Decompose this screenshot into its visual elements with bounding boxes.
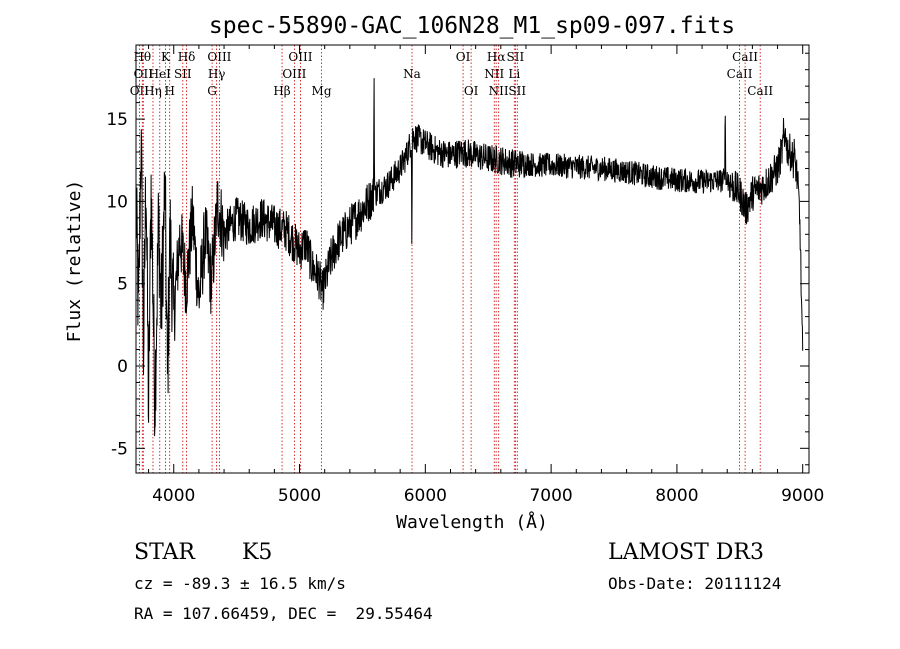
line-marker-label-17: OI bbox=[456, 50, 471, 64]
y-tick-label: 0 bbox=[117, 357, 128, 377]
line-marker-label-9: G bbox=[207, 84, 217, 98]
radial-velocity: cz = -89.3 ± 16.5 km/s bbox=[134, 574, 346, 593]
line-marker-label-14: OIII bbox=[288, 50, 312, 64]
survey-name: LAMOST DR3 bbox=[608, 540, 764, 565]
line-marker-label-6: H bbox=[164, 84, 174, 98]
line-marker-label-7: SII bbox=[174, 67, 192, 81]
spectrum-line bbox=[135, 78, 804, 437]
line-marker-label-4: HeI bbox=[149, 67, 172, 81]
line-marker-label-20: Hα bbox=[487, 50, 506, 64]
line-marker-label-2: OII bbox=[134, 67, 154, 81]
x-axis-label: Wavelength (Å) bbox=[396, 511, 548, 533]
object-type: STAR bbox=[134, 540, 195, 565]
line-marker-label-3: Hη bbox=[144, 84, 162, 98]
x-tick-label: 8000 bbox=[655, 486, 698, 506]
line-marker-label-12: Hβ bbox=[273, 84, 290, 98]
line-marker-label-11: OIII bbox=[207, 50, 231, 64]
x-tick-label: 5000 bbox=[278, 486, 321, 506]
line-marker-label-16: Na bbox=[403, 67, 421, 81]
line-marker-label-25: CaII bbox=[727, 67, 753, 81]
x-tick-label: 6000 bbox=[404, 486, 447, 506]
line-marker-label-5: K bbox=[161, 50, 171, 64]
observation-date: Obs-Date: 20111124 bbox=[608, 574, 782, 593]
y-tick-label: 5 bbox=[117, 275, 128, 295]
line-marker-label-23: SII bbox=[507, 50, 525, 64]
line-marker-label-22: Li bbox=[508, 67, 520, 81]
y-axis-label: Flux (relative) bbox=[64, 180, 85, 343]
chart-title: spec-55890-GAC_106N28_M1_sp09-097.fits bbox=[209, 13, 735, 39]
line-marker-label-18: OI bbox=[464, 84, 479, 98]
line-marker-label-0: OII bbox=[130, 84, 150, 98]
line-marker-label-10: Hγ bbox=[208, 67, 226, 81]
x-tick-label: 9000 bbox=[781, 486, 824, 506]
line-marker-label-15: Mg bbox=[312, 84, 332, 98]
line-marker-label-26: CaII bbox=[732, 50, 758, 64]
line-marker-label-21: NII bbox=[489, 84, 509, 98]
spectral-line-markers: OIIHθOIIHηHeIKHSIIHδGHγOIIIHβOIIIOIIIMgN… bbox=[130, 45, 773, 473]
line-marker-label-8: Hδ bbox=[178, 50, 196, 64]
x-tick-label: 7000 bbox=[529, 486, 572, 506]
x-tick-label: 4000 bbox=[152, 486, 195, 506]
y-tick-label: -5 bbox=[111, 439, 128, 459]
spectrum-series bbox=[135, 78, 804, 437]
coordinates: RA = 107.66459, DEC = 29.55464 bbox=[134, 604, 433, 623]
spectral-subclass: K5 bbox=[242, 540, 273, 565]
y-tick-label: 15 bbox=[106, 110, 128, 130]
y-tick-label: 10 bbox=[106, 192, 128, 212]
line-marker-label-24: SII bbox=[508, 84, 526, 98]
line-marker-label-13: OIII bbox=[282, 67, 306, 81]
axis-ticks: 4000 5000 6000 7000 8000 9000 -5 0 5 10 15 bbox=[106, 45, 824, 506]
plot-frame bbox=[135, 44, 810, 474]
line-marker-label-19: NII bbox=[484, 67, 504, 81]
line-marker-label-27: CaII bbox=[747, 84, 773, 98]
